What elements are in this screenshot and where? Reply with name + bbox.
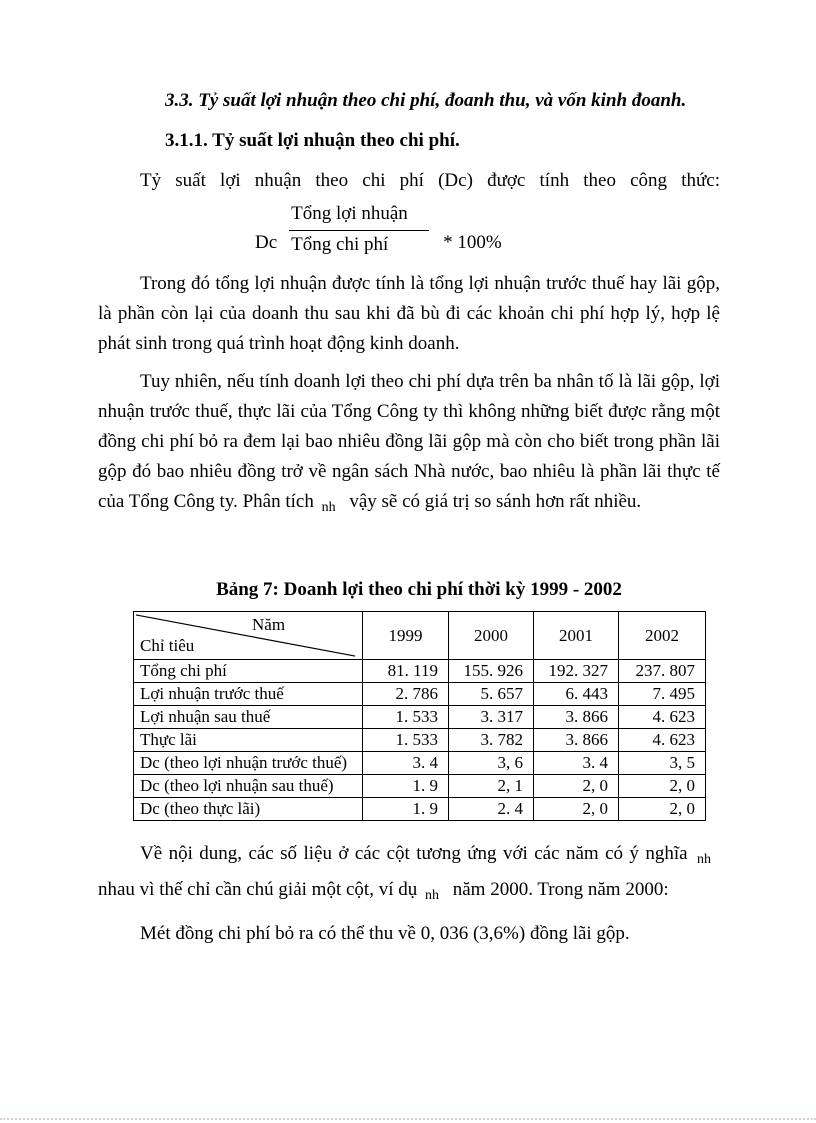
- year-column-header: 2002: [618, 611, 706, 660]
- paragraph-text: Tuy nhiên, nếu tính doanh lợi theo chi p…: [98, 371, 720, 512]
- page-edge-dotted-line: [0, 1118, 816, 1120]
- paragraph-text: nhau vì thế chỉ cần chú giải một cột, ví…: [98, 879, 418, 900]
- paragraph-column-note: Về nội dung, các số liệu ở các cột tương…: [98, 839, 720, 911]
- value-cell: 4. 623: [618, 705, 706, 729]
- cost-profit-table: Năm Chỉ tiêu 1999 2000 2001 2002 Tổng ch…: [133, 611, 706, 821]
- row-label-cell: Dc (theo lợi nhuận sau thuế): [133, 774, 363, 798]
- row-label-cell: Lợi nhuận sau thuế: [133, 705, 363, 729]
- subscript-nh: nh: [321, 500, 336, 515]
- value-cell: 2, 0: [533, 774, 619, 798]
- year-column-header: 1999: [362, 611, 449, 660]
- table-row: Dc (theo lợi nhuận trước thuế) 3. 4 3, 6…: [133, 751, 706, 775]
- row-label-cell: Dc (theo thực lãi): [133, 797, 363, 821]
- table-row: Tổng chi phí 81. 119 155. 926 192. 327 2…: [133, 659, 706, 683]
- value-cell: 1. 533: [362, 705, 449, 729]
- value-cell: 192. 327: [533, 659, 619, 683]
- value-cell: 2, 0: [618, 774, 706, 798]
- row-label-cell: Thực lãi: [133, 728, 363, 752]
- value-cell: 1. 533: [362, 728, 449, 752]
- row-label-cell: Lợi nhuận trước thuế: [133, 682, 363, 706]
- value-cell: 1. 9: [362, 774, 449, 798]
- value-cell: 1. 9: [362, 797, 449, 821]
- subscript-nh: nh: [424, 888, 439, 903]
- row-label-cell: Tổng chi phí: [133, 659, 363, 683]
- section-heading-3-1-1: 3.1.1. Tỷ suất lợi nhuận theo chi phí.: [165, 130, 460, 151]
- subscript-nh: nh: [697, 852, 711, 867]
- formula-lhs: Dc: [255, 232, 278, 253]
- value-cell: 5. 657: [448, 682, 534, 706]
- value-cell: 3, 5: [618, 751, 706, 775]
- corner-label-year: Năm: [252, 615, 286, 634]
- paragraph-text: năm 2000. Trong năm 2000:: [452, 879, 669, 900]
- intro-paragraph: Tỷ suất lợi nhuận theo chi phí (Dc) được…: [140, 170, 720, 191]
- table-row: Thực lãi 1. 533 3. 782 3. 866 4. 623: [133, 728, 706, 752]
- value-cell: 3. 866: [533, 705, 619, 729]
- formula-denominator: Tổng chi phí: [289, 230, 430, 257]
- year-column-header: 2001: [533, 611, 619, 660]
- row-label-cell: Dc (theo lợi nhuận trước thuế): [133, 751, 363, 775]
- table-section: Bảng 7: Doanh lợi theo chi phí thời kỳ 1…: [98, 577, 720, 821]
- table-title: Bảng 7: Doanh lợi theo chi phí thời kỳ 1…: [216, 579, 622, 600]
- diagonal-divider-line: [135, 614, 356, 657]
- corner-label-criteria: Chỉ tiêu: [140, 636, 195, 655]
- value-cell: 3. 782: [448, 728, 534, 752]
- value-cell: 81. 119: [362, 659, 449, 683]
- table-corner-cell: Năm Chỉ tiêu: [133, 611, 363, 660]
- value-cell: 3, 6: [448, 751, 534, 775]
- value-cell: 2, 0: [618, 797, 706, 821]
- table-header-row: Năm Chỉ tiêu 1999 2000 2001 2002: [133, 611, 706, 660]
- formula-numerator: Tổng lợi nhuận: [291, 203, 408, 224]
- paragraph-text: vậy sẽ có giá trị so sánh hơn rất nhiều.: [349, 491, 642, 512]
- paragraph-three-factors: Tuy nhiên, nếu tính doanh lợi theo chi p…: [98, 367, 720, 523]
- value-cell: 3. 317: [448, 705, 534, 729]
- value-cell: 155. 926: [448, 659, 534, 683]
- value-cell: 2, 1: [448, 774, 534, 798]
- table-row: Lợi nhuận sau thuế 1. 533 3. 317 3. 866 …: [133, 705, 706, 729]
- value-cell: 3. 4: [362, 751, 449, 775]
- value-cell: 2, 0: [533, 797, 619, 821]
- value-cell: 2. 4: [448, 797, 534, 821]
- section-heading-3-3: 3.3. Tỷ suất lợi nhuận theo chi phí, đoa…: [165, 90, 687, 111]
- value-cell: 3. 4: [533, 751, 619, 775]
- formula-fraction: Tổng lợi nhuận Tổng chi phí: [289, 202, 430, 257]
- value-cell: 3. 866: [533, 728, 619, 752]
- value-cell: 4. 623: [618, 728, 706, 752]
- paragraph-example-2000: Mét đồng chi phí bỏ ra có thể thu về 0, …: [140, 923, 630, 944]
- paragraph-profit-definition: Trong đó tổng lợi nhuận được tính là tổn…: [98, 273, 720, 354]
- value-cell: 237. 807: [618, 659, 706, 683]
- value-cell: 2. 786: [362, 682, 449, 706]
- value-cell: 6. 443: [533, 682, 619, 706]
- table-row: Lợi nhuận trước thuế 2. 786 5. 657 6. 44…: [133, 682, 706, 706]
- value-cell: 7. 495: [618, 682, 706, 706]
- dc-formula: Dc Tổng lợi nhuận Tổng chi phí * 100%: [255, 202, 720, 257]
- year-column-header: 2000: [448, 611, 534, 660]
- paragraph-text: Về nội dung, các số liệu ở các cột tương…: [140, 843, 688, 864]
- table-row: Dc (theo lợi nhuận sau thuế) 1. 9 2, 1 2…: [133, 774, 706, 798]
- formula-multiplier: * 100%: [443, 232, 502, 253]
- table-row: Dc (theo thực lãi) 1. 9 2. 4 2, 0 2, 0: [133, 797, 706, 821]
